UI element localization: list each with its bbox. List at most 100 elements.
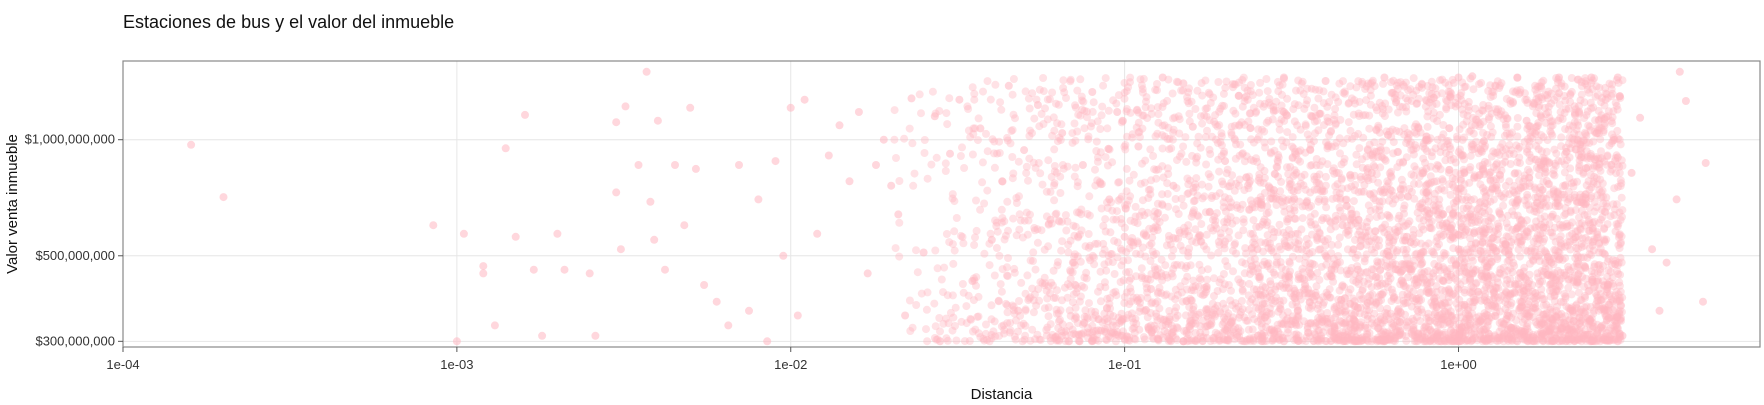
scatter-point [1598, 179, 1607, 188]
scatter-point [983, 77, 992, 86]
scatter-point [1488, 243, 1497, 252]
scatter-point [1460, 269, 1469, 278]
scatter-point [1560, 108, 1569, 117]
scatter-point [653, 116, 662, 125]
scatter-point [1151, 299, 1160, 308]
scatter-point [1362, 301, 1371, 310]
scatter-point [1444, 276, 1453, 285]
scatter-point [1498, 333, 1507, 342]
scatter-point [1256, 200, 1265, 208]
scatter-point [1140, 178, 1149, 187]
scatter-point [1299, 181, 1308, 190]
scatter-point [1503, 257, 1512, 266]
scatter-point [1571, 327, 1580, 336]
scatter-point [1020, 146, 1029, 155]
scatter-point [1303, 130, 1312, 139]
scatter-point [1260, 166, 1269, 175]
scatter-point [1062, 226, 1071, 235]
scatter-point [1344, 118, 1353, 127]
scatter-point [1255, 275, 1264, 284]
scatter-point [1515, 142, 1524, 151]
scatter-point [872, 161, 880, 169]
scatter-point [1269, 268, 1278, 277]
scatter-point [1122, 87, 1131, 96]
scatter-point [1561, 204, 1570, 212]
scatter-point [1559, 318, 1568, 327]
scatter-point [1548, 284, 1557, 293]
scatter-point [1573, 198, 1582, 207]
scatter-point [1339, 139, 1348, 148]
scatter-point [1577, 138, 1586, 146]
scatter-point [1356, 291, 1364, 299]
scatter-point [1501, 247, 1510, 256]
scatter-point [1250, 234, 1259, 243]
scatter-point [1594, 334, 1603, 343]
scatter-point [1616, 270, 1625, 279]
scatter-point [960, 337, 969, 346]
scatter-point [1533, 193, 1542, 201]
scatter-point [1489, 176, 1498, 185]
scatter-point [1223, 336, 1232, 345]
scatter-point [1347, 320, 1355, 329]
scatter-point [1376, 265, 1385, 274]
scatter-point [1180, 227, 1189, 236]
scatter-point [1479, 184, 1487, 192]
scatter-point [1172, 205, 1180, 214]
scatter-point [1399, 245, 1408, 254]
scatter-point [1083, 210, 1092, 218]
scatter-point [948, 194, 957, 203]
scatter-point [1465, 313, 1474, 322]
scatter-point [1286, 241, 1295, 250]
scatter-point [1122, 132, 1131, 141]
scatter-point [1158, 276, 1167, 285]
scatter-point [1607, 295, 1616, 304]
scatter-point [1363, 174, 1372, 182]
scatter-point [1024, 176, 1032, 185]
scatter-point [1424, 213, 1433, 222]
scatter-point [1538, 329, 1547, 338]
scatter-point [1212, 192, 1220, 201]
scatter-point [990, 271, 999, 280]
scatter-point [1307, 289, 1316, 298]
scatter-point [1536, 111, 1545, 120]
scatter-point [1504, 321, 1513, 330]
scatter-point [1137, 272, 1146, 280]
scatter-point [1471, 115, 1480, 124]
scatter-point [1480, 259, 1489, 268]
scatter-point [1185, 117, 1194, 126]
scatter-point [1311, 288, 1320, 297]
scatter-point [1417, 305, 1426, 314]
scatter-point [1550, 245, 1559, 254]
scatter-point [1482, 310, 1491, 319]
scatter-point [1024, 216, 1033, 225]
scatter-point [1460, 249, 1469, 258]
scatter-point [1575, 109, 1584, 118]
scatter-point [1414, 278, 1423, 287]
scatter-point [1555, 220, 1564, 229]
scatter-point [1341, 306, 1350, 315]
scatter-point [1449, 211, 1458, 220]
scatter-point [1184, 99, 1193, 108]
scatter-point [1599, 335, 1608, 343]
scatter-point [1409, 145, 1418, 154]
scatter-point [1582, 181, 1591, 190]
scatter-point [1465, 319, 1474, 328]
scatter-point [1071, 312, 1080, 321]
scatter-point [1089, 98, 1098, 107]
scatter-point [978, 178, 987, 187]
scatter-point [1176, 282, 1185, 291]
scatter-point [1502, 94, 1511, 103]
scatter-point [1358, 80, 1367, 88]
scatter-point [1579, 334, 1588, 343]
scatter-point [1468, 309, 1477, 318]
scatter-point [1421, 241, 1430, 250]
scatter-point [1509, 235, 1518, 244]
scatter-point [1445, 288, 1454, 297]
scatter-point [1618, 212, 1626, 221]
scatter-point [1386, 309, 1395, 318]
scatter-point [1499, 236, 1508, 245]
scatter-point [1167, 252, 1176, 261]
scatter-point [1404, 134, 1413, 142]
scatter-point [1414, 179, 1423, 188]
scatter-point [1218, 320, 1227, 329]
